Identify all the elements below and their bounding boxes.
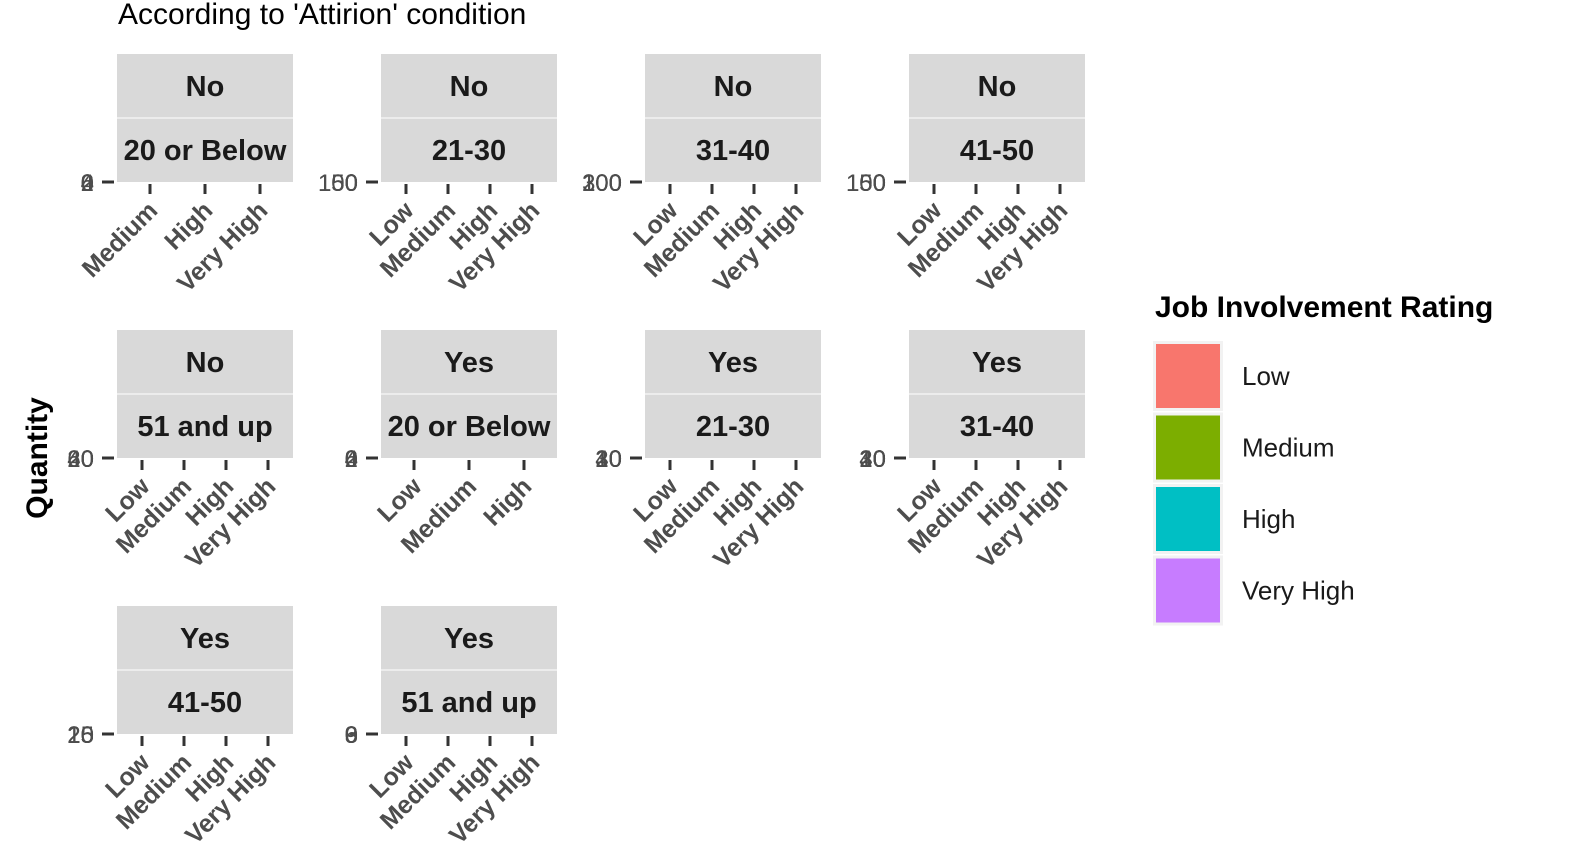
y-tick-label: 2 [345,446,358,473]
x-tick-label: High [478,472,537,531]
y-tick-label: 0 [873,446,886,473]
y-tick-label: 20 [67,446,94,473]
y-tick-label: 10 [67,722,94,749]
facet-strip-age-label: 51 and up [401,687,536,719]
y-tick-label: 0 [345,722,358,749]
legend-entry: Low [1153,341,1290,411]
legend-swatch [1156,415,1220,480]
y-tick-label: 0 [81,446,94,473]
facet-strip-age-label: 41-50 [168,687,242,719]
legend-swatch [1156,487,1220,551]
y-tick-label: 3 [345,722,358,749]
x-tick-label: Medium [77,196,164,283]
y-tick-label: 10 [595,446,622,473]
facet-strip-attrition-label: No [714,71,753,103]
y-tick-label: 0 [345,446,358,473]
facet-strip-age-label: 31-40 [960,411,1034,443]
facet-strip-attrition-label: Yes [180,623,230,655]
y-tick-label: 150 [318,170,358,197]
y-tick-label: 150 [846,170,886,197]
y-tick-label: 20 [595,446,622,473]
y-tick-label: 15 [67,722,94,749]
facet-strip-attrition-label: No [450,71,489,103]
y-tick-label: 200 [582,170,622,197]
facet-strip-age-label: 31-40 [696,135,770,167]
y-tick-label: 40 [67,446,94,473]
legend-swatch [1156,344,1220,408]
y-tick-label: 40 [595,446,622,473]
y-tick-label: 0 [609,446,622,473]
y-tick-label: 100 [582,170,622,197]
legend-label: Medium [1242,433,1334,463]
y-tick-label: 10 [859,446,886,473]
y-tick-label: 6 [81,170,94,197]
y-tick-label: 4 [81,170,94,197]
y-tick-label: 30 [595,446,622,473]
facet-strip-attrition-label: Yes [972,347,1022,379]
legend-label: Very High [1242,576,1355,606]
y-tick-label: 2 [81,170,94,197]
facet-strip-age-label: 20 or Below [124,135,287,167]
facet-strip-attrition-label: No [186,71,225,103]
legend-title: Job Involvement Rating [1155,291,1493,324]
legend-entry: Very High [1153,555,1355,626]
facet-strip-attrition-label: No [186,347,225,379]
y-tick-label: 50 [859,170,886,197]
chart-subtitle: According to 'Attirion' condition [118,0,526,31]
legend-entry: Medium [1153,412,1334,483]
y-tick-label: 6 [345,446,358,473]
y-tick-label: 30 [859,446,886,473]
facet-strip-attrition-label: No [978,71,1017,103]
legend-label: High [1242,504,1295,534]
y-tick-label: 0 [345,170,358,197]
y-tick-label: 100 [846,170,886,197]
facet-strip-age-label: 51 and up [137,411,272,443]
y-tick-label: 20 [67,722,94,749]
y-tick-label: 100 [318,170,358,197]
facet-strip-age-label: 21-30 [696,411,770,443]
legend-entry: High [1153,484,1295,554]
legend-swatch [1156,558,1220,623]
y-tick-label: 40 [859,446,886,473]
y-tick-label: 20 [859,446,886,473]
y-tick-label: 300 [582,170,622,197]
facet-strip-attrition-label: Yes [444,623,494,655]
facet-strip-age-label: 21-30 [432,135,506,167]
y-tick-label: 6 [345,722,358,749]
facet-strip-attrition-label: Yes [708,347,758,379]
y-tick-label: 5 [81,722,94,749]
y-tick-label: 0 [873,170,886,197]
facet-strip-age-label: 20 or Below [388,411,551,443]
y-axis-label: Quantity [21,397,54,519]
y-tick-label: 0 [609,170,622,197]
y-tick-label: 25 [67,722,94,749]
legend-keys: Low Medium High Very High [1153,341,1355,626]
y-tick-label: 9 [345,722,358,749]
facet-strip-age-label: 41-50 [960,135,1034,167]
y-tick-label: 60 [67,446,94,473]
legend: Job Involvement Rating Low Medium High Very… [1153,291,1493,626]
facet-strip-attrition-label: Yes [444,347,494,379]
y-tick-label: 4 [345,446,358,473]
y-tick-label: 50 [331,170,358,197]
y-tick-label: 0 [81,170,94,197]
legend-label: Low [1242,361,1290,391]
